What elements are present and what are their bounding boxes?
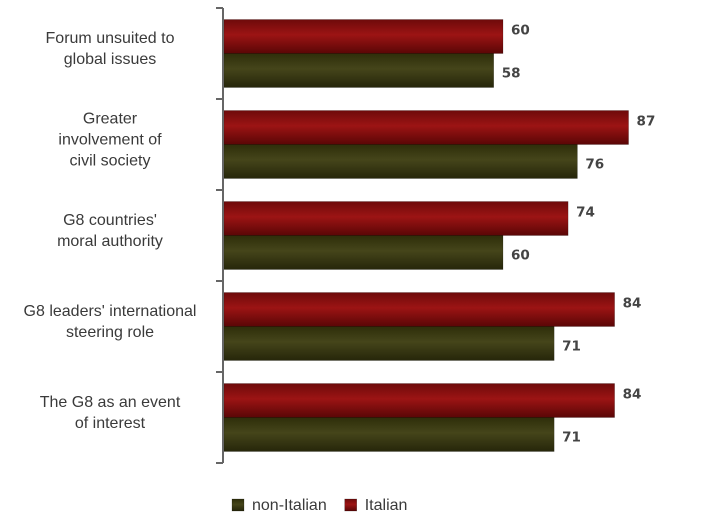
value-label-italian-1: 87 [637, 114, 656, 130]
bar-non-italian-1 [223, 144, 578, 179]
value-label-non-italian-4: 71 [562, 430, 581, 446]
bar-italian-2 [223, 201, 569, 236]
value-label-non-italian-0: 58 [502, 66, 521, 82]
bars-group: 60 58 87 76 74 60 84 71 84 71 [223, 19, 656, 452]
value-label-non-italian-1: 76 [585, 157, 604, 173]
legend: non-Italian Italian [231, 497, 408, 514]
category-label-0: Forum unsuited to global issues [46, 30, 175, 68]
bar-italian-4 [223, 383, 615, 418]
category-label-4: The G8 as an event of interest [40, 394, 181, 432]
legend-label-non-italian: non-Italian [252, 497, 327, 514]
value-label-italian-4: 84 [623, 387, 642, 403]
value-label-non-italian-3: 71 [562, 339, 581, 355]
bar-italian-0 [223, 19, 504, 54]
legend-swatch-non-italian [231, 498, 245, 512]
bar-non-italian-3 [223, 326, 555, 361]
value-label-italian-0: 60 [511, 23, 530, 39]
bar-italian-3 [223, 292, 615, 327]
category-label-1: Greater involvement of civil society [58, 111, 162, 170]
value-label-italian-2: 74 [576, 205, 595, 221]
bar-non-italian-2 [223, 235, 504, 270]
category-label-3: G8 leaders' international steering role [24, 303, 197, 341]
category-label-2: G8 countries' moral authority [57, 212, 163, 250]
value-label-italian-3: 84 [623, 296, 642, 312]
category-labels: Forum unsuited to global issues Greater inv… [24, 30, 197, 432]
y-axis [216, 7, 224, 464]
bar-italian-1 [223, 110, 629, 145]
bar-non-italian-4 [223, 417, 555, 452]
legend-swatch-italian [344, 498, 357, 512]
bar-non-italian-0 [223, 53, 494, 88]
value-label-non-italian-2: 60 [511, 248, 530, 264]
legend-label-italian: Italian [365, 497, 408, 514]
